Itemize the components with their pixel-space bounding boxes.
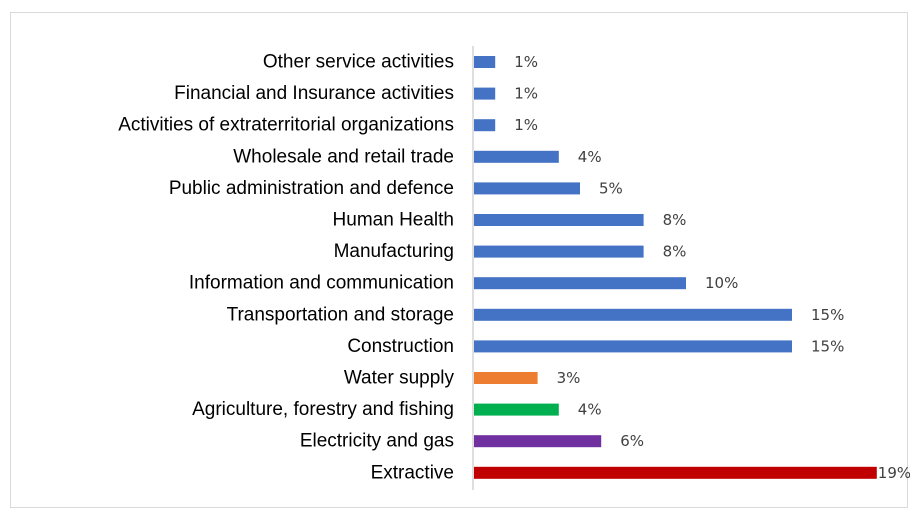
bar <box>474 435 602 448</box>
category-label: Manufacturing <box>334 241 454 262</box>
bar <box>474 372 538 384</box>
data-label: 1% <box>514 85 538 103</box>
bar <box>474 308 792 321</box>
data-label: 1% <box>514 53 538 71</box>
bar <box>474 119 496 132</box>
data-label: 15% <box>811 306 844 324</box>
bar <box>474 182 580 195</box>
data-label: 1% <box>514 116 538 134</box>
bar <box>474 340 792 353</box>
bar <box>474 277 686 290</box>
category-label: Agriculture, forestry and fishing <box>192 399 454 420</box>
bar <box>474 403 559 416</box>
category-label: Public administration and defence <box>169 178 454 199</box>
data-label: 10% <box>705 274 738 292</box>
category-label: Transportation and storage <box>227 304 454 325</box>
bar <box>474 245 644 258</box>
data-label: 4% <box>578 401 602 419</box>
data-label: 4% <box>578 148 602 166</box>
data-label: 19% <box>878 464 910 482</box>
data-label: 6% <box>620 432 644 450</box>
category-label: Water supply <box>344 368 455 389</box>
bar <box>474 87 496 100</box>
data-label: 15% <box>811 337 844 355</box>
category-label: Information and communication <box>189 273 454 294</box>
category-label: Wholesale and retail trade <box>233 146 454 167</box>
bar <box>474 150 559 163</box>
category-label: Activities of extraterritorial organizat… <box>118 115 454 136</box>
category-label: Other service activities <box>263 52 454 73</box>
bar <box>474 466 877 479</box>
bar <box>474 56 496 68</box>
category-label: Financial and Insurance activities <box>174 83 454 104</box>
category-label: Human Health <box>333 210 454 231</box>
data-label: 3% <box>557 369 581 387</box>
category-label: Extractive <box>371 462 454 483</box>
data-label: 8% <box>663 243 687 261</box>
bar <box>474 214 644 226</box>
category-label: Construction <box>347 336 454 357</box>
category-label: Electricity and gas <box>300 431 454 452</box>
data-label: 8% <box>663 211 687 229</box>
data-label: 5% <box>599 179 623 197</box>
chart-frame <box>10 12 908 508</box>
